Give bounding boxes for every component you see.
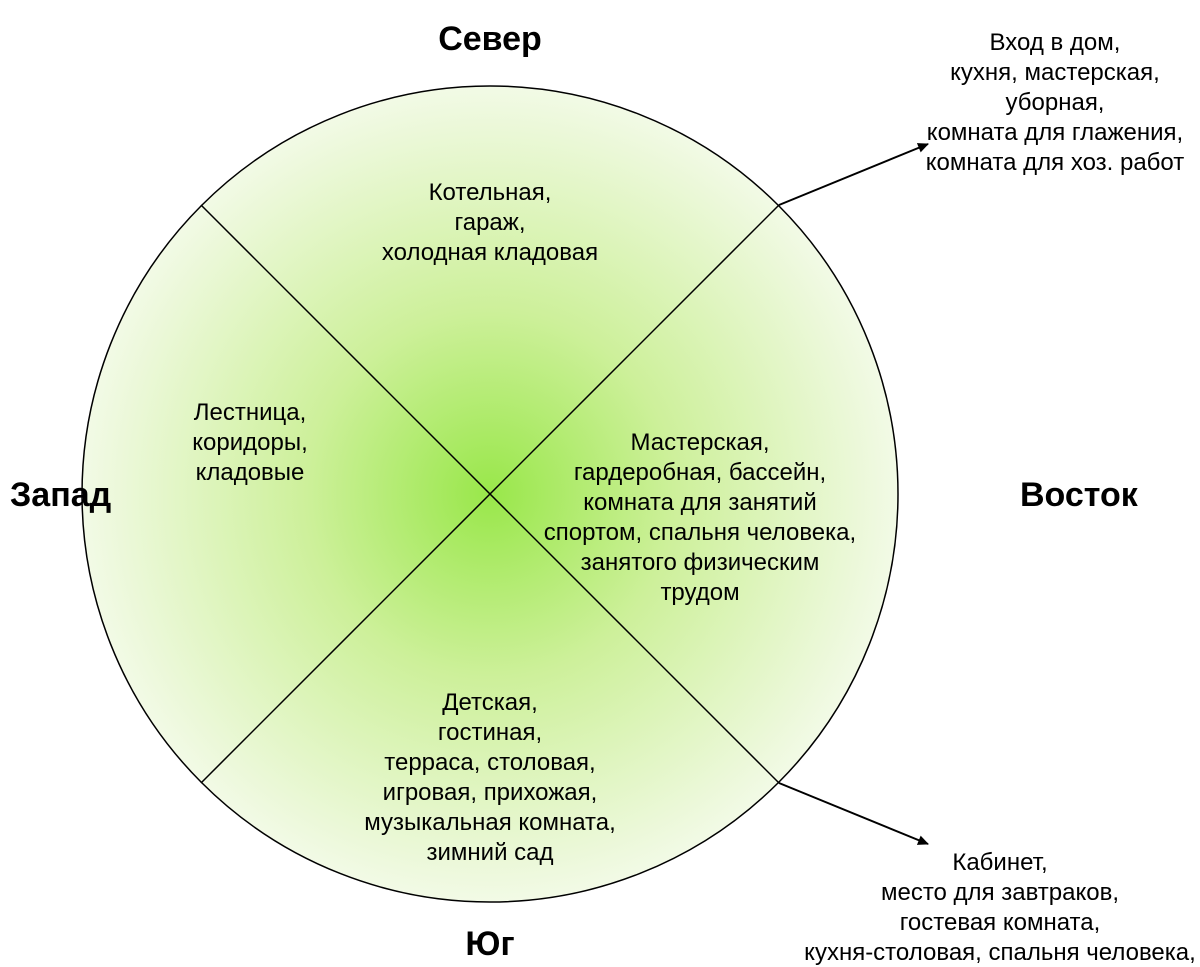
callout-text-se: Кабинет,место для завтраков,гостевая ком…	[804, 849, 1196, 967]
direction-label-south: Юг	[465, 925, 514, 963]
direction-label-east: Восток	[1020, 476, 1139, 514]
arrow-se	[779, 783, 928, 844]
direction-label-north: Север	[438, 20, 542, 58]
arrow-ne	[779, 144, 928, 205]
direction-label-west: Запад	[10, 476, 111, 514]
sector-text-west: Лестница,коридоры,кладовые	[192, 399, 308, 486]
callout-text-ne: Вход в дом,кухня, мастерская,уборная,ком…	[926, 29, 1185, 176]
